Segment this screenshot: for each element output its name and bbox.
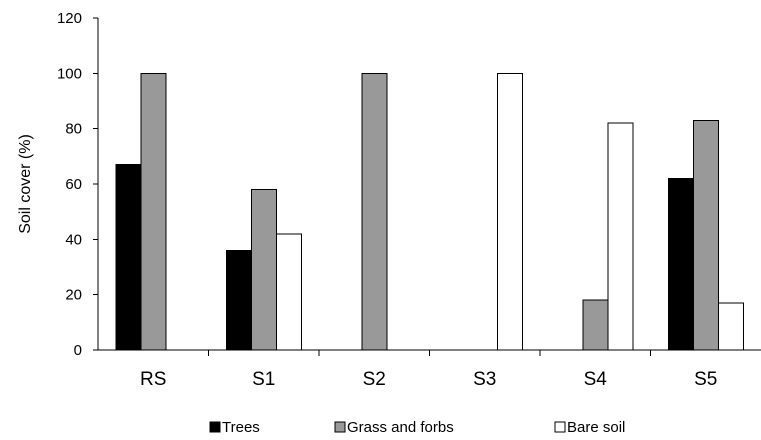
bars-layer: [115, 72, 744, 351]
y-tick-label: 100: [57, 65, 82, 82]
legend-label-trees: Trees: [222, 419, 260, 436]
bar-s4-bare-soil: [607, 122, 634, 351]
legend-swatch-trees: [209, 421, 221, 433]
bar-rs-trees: [115, 164, 142, 351]
bar-s5-bare-soil: [717, 302, 744, 351]
x-tick-label-s5: S5: [694, 369, 717, 390]
bar-s1-grass-and-forbs: [250, 189, 277, 351]
bar-s2-grass-and-forbs: [361, 72, 388, 351]
x-tick-label-s3: S3: [473, 369, 496, 390]
legend: Trees Grass and forbs Bare soil: [209, 419, 625, 436]
y-ticks: 0 20 40 60 80 100 120: [57, 10, 98, 359]
legend-swatch-bare-soil: [554, 421, 566, 433]
bar-rs-grass-and-forbs: [140, 72, 167, 351]
bar-s1-bare-soil: [275, 233, 302, 351]
bar-s1-trees: [225, 249, 252, 351]
legend-label-bare-soil: Bare soil: [567, 419, 625, 436]
y-tick-label: 40: [65, 231, 82, 248]
legend-swatch-grass-and-forbs: [334, 421, 346, 433]
bar-s4-grass-and-forbs: [582, 299, 609, 351]
y-tick-label: 80: [65, 121, 82, 138]
x-tick-label-s2: S2: [363, 369, 386, 390]
axes-layer: [97, 18, 761, 351]
x-tick-label-s4: S4: [584, 369, 608, 390]
x-ticks: RS S1 S2 S3 S4 S5: [140, 350, 717, 390]
bar-s3-bare-soil: [496, 72, 523, 351]
x-tick-label-rs: RS: [140, 369, 166, 390]
x-tick-label-s1: S1: [252, 369, 275, 390]
y-axis-label: Soil cover (%): [17, 134, 34, 234]
y-tick-label: 0: [74, 342, 82, 359]
y-tick-label: 60: [65, 176, 82, 193]
bar-s5-grass-and-forbs: [692, 119, 719, 351]
bar-s5-trees: [667, 177, 694, 351]
y-tick-label: 20: [65, 287, 82, 304]
legend-label-grass-and-forbs: Grass and forbs: [347, 419, 454, 436]
y-tick-label: 120: [57, 10, 82, 27]
